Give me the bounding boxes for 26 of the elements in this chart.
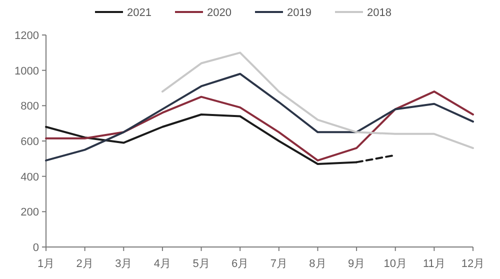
x-tick-label: 12月 [461,258,485,270]
y-tick-label: 600 [20,136,39,148]
y-tick-label: 0 [32,242,39,254]
x-tick-label: 5月 [192,258,210,270]
x-tick-label: 6月 [232,258,249,270]
line-series [45,72,474,162]
legend-label: 2020 [207,7,232,19]
x-tick-label: 11月 [422,258,446,270]
y-tick-label: 800 [20,100,39,113]
x-tick-label: 2月 [76,258,94,270]
y-tick-label: 1200 [14,30,39,42]
x-tick-label: 4月 [154,258,172,270]
y-tick-label: 200 [20,206,39,219]
x-tick-label: 9月 [348,258,366,270]
y-tick-label: 400 [20,171,39,184]
line-series [161,52,474,150]
y-tick-label: 1000 [14,65,39,78]
x-tick-label: 10月 [384,258,407,270]
x-tick-label: 8月 [309,258,326,270]
legend-label: 2019 [287,7,312,19]
x-tick-label: 3月 [115,258,132,270]
x-tick-label: 7月 [270,258,288,270]
x-tick-label: 1月 [37,258,55,270]
line-series [45,90,474,162]
legend-label: 2021 [127,7,152,19]
legend-label: 2018 [367,7,392,19]
